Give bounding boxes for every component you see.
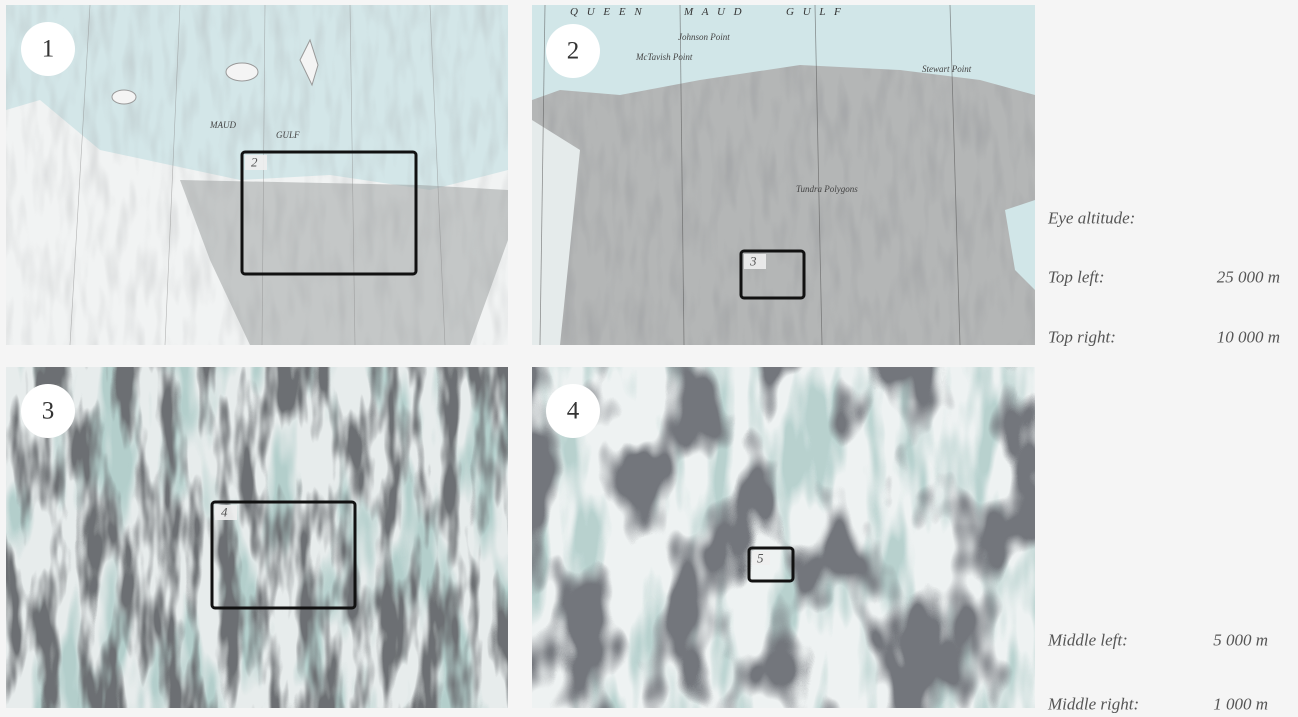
map-label: GULF bbox=[276, 130, 300, 140]
altitude-value: 5 000 m bbox=[1213, 631, 1268, 650]
map-panel: MAUD GULF bbox=[6, 5, 508, 345]
inset-label: 2 bbox=[251, 155, 258, 170]
inset-label: 4 bbox=[221, 505, 228, 520]
map-panel: Q U E E N M A U D G U L F Johnson Point … bbox=[532, 5, 1035, 345]
map-label: G U L F bbox=[786, 6, 844, 18]
altitude-label: Middle right: bbox=[1047, 695, 1139, 714]
panel-number: 1 bbox=[42, 36, 55, 63]
map-label: MAUD bbox=[209, 120, 236, 130]
map-label: Johnson Point bbox=[678, 32, 730, 42]
map-label: Tundra Polygons bbox=[796, 184, 858, 194]
panel-number: 2 bbox=[567, 38, 580, 65]
altitude-label: Middle left: bbox=[1047, 631, 1128, 650]
altitude-value: 25 000 m bbox=[1217, 268, 1280, 287]
altitude-label: Top right: bbox=[1048, 328, 1116, 347]
panel-number: 4 bbox=[567, 398, 580, 425]
altitude-heading: Eye altitude: bbox=[1047, 209, 1135, 228]
inset-label: 5 bbox=[757, 551, 764, 566]
map-label: M A U D bbox=[683, 6, 745, 18]
figure: MAUD GULF 2 1 Q U E E N M A U D G U L F … bbox=[0, 0, 1298, 717]
inset-label: 3 bbox=[749, 254, 757, 269]
map-label: Q U E E N bbox=[570, 6, 645, 18]
map-label: Stewart Point bbox=[922, 64, 972, 74]
map-panel bbox=[6, 367, 508, 708]
map-panel bbox=[532, 367, 1035, 708]
map-label: McTavish Point bbox=[635, 52, 693, 62]
panel-number: 3 bbox=[42, 398, 55, 425]
altitude-value: 1 000 m bbox=[1213, 695, 1268, 714]
altitude-label: Top left: bbox=[1048, 268, 1105, 287]
altitude-value: 10 000 m bbox=[1217, 328, 1280, 347]
